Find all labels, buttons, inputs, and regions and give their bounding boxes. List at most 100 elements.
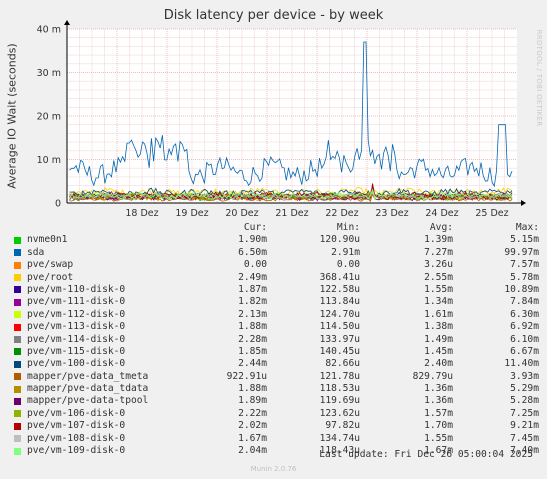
legend-max: 7.57m — [510, 259, 539, 271]
legend-max: 10.89m — [504, 283, 539, 295]
legend-cur: 2.44m — [238, 358, 267, 370]
legend-max: 99.97m — [504, 246, 539, 258]
legend-swatch — [14, 373, 21, 381]
legend-min: 119.69u — [319, 395, 360, 407]
legend-avg: 1.39m — [424, 234, 453, 246]
legend-row: pve/vm-107-disk-0 2.02m 97.82u 1.70m 9.21m — [14, 420, 539, 432]
legend-row: mapper/pve-data_tdata 1.88m 118.53u 1.36m 5.… — [14, 383, 539, 395]
legend-avg: 1.49m — [424, 333, 453, 345]
legend-swatch — [14, 410, 21, 418]
y-tick-label: 0 — [55, 199, 61, 210]
legend-series-name: pve/vm-111-disk-0 — [27, 296, 126, 308]
legend-row: mapper/pve-data_tmeta 922.91u 121.78u 829.7… — [14, 371, 539, 383]
legend-cur: 6.50m — [238, 246, 267, 258]
legend-row: nvme0n1 1.90m 120.90u 1.39m 5.15m — [14, 234, 539, 246]
y-axis-arrow — [64, 20, 70, 25]
legend-avg: 2.55m — [424, 271, 453, 283]
legend-min: 134.74u — [319, 432, 360, 444]
legend-series-name: pve/root — [27, 271, 74, 283]
last-update: Last update: Fri Dec 26 05:00:04 2025 — [319, 449, 533, 460]
legend-min: 118.53u — [319, 383, 360, 395]
legend-max: 5.78m — [510, 271, 539, 283]
legend-min: 140.45u — [319, 345, 360, 357]
legend-swatch — [14, 447, 21, 455]
legend-cur: 2.22m — [238, 407, 267, 419]
legend-row: sda 6.50m 2.91m 7.27m 99.97m — [14, 247, 539, 259]
legend-swatch — [14, 274, 21, 282]
legend-swatch — [14, 397, 21, 405]
legend-series-name: pve/vm-100-disk-0 — [27, 358, 126, 370]
legend-max: 5.15m — [510, 234, 539, 246]
legend-avg: 1.34m — [424, 296, 453, 308]
legend-series-name: pve/vm-108-disk-0 — [27, 432, 126, 444]
legend-min: 0.00 — [336, 259, 360, 271]
series-lines — [69, 41, 513, 203]
header-avg: Avg: — [429, 222, 453, 233]
legend-row: pve/root 2.49m 368.41u 2.55m 5.78m — [14, 272, 539, 284]
legend-max: 6.10m — [510, 333, 539, 345]
munin-version: Munin 2.0.76 — [250, 465, 297, 473]
legend-avg: 1.67m — [424, 445, 453, 457]
legend-series-name: pve/vm-114-disk-0 — [27, 333, 126, 345]
x-tick-label: 19 Dez — [175, 208, 208, 219]
series-line-pve-vm-109-disk-0 — [69, 188, 513, 201]
legend-max: 5.29m — [510, 383, 539, 395]
legend-max: 11.40m — [504, 358, 539, 370]
legend-swatch — [14, 422, 21, 430]
y-tick-label: 40 m — [37, 25, 61, 36]
legend-max: 9.21m — [510, 420, 539, 432]
legend-cur: 2.04m — [238, 445, 267, 457]
legend-series-name: pve/vm-113-disk-0 — [27, 321, 126, 333]
legend-row: pve/vm-108-disk-0 1.67m 134.74u 1.55m 7.45m — [14, 433, 539, 445]
legend-row: pve/vm-114-disk-0 2.28m 133.97u 1.49m 6.10m — [14, 334, 539, 346]
legend-min: 123.62u — [319, 407, 360, 419]
legend-row: pve/swap 0.00 0.00 3.26u 7.57m — [14, 259, 539, 271]
legend-swatch — [14, 236, 21, 244]
legend-row: pve/vm-106-disk-0 2.22m 123.62u 1.57m 7.25m — [14, 408, 539, 420]
legend-swatch — [14, 261, 21, 269]
chart-title: Disk latency per device - by week — [163, 8, 384, 23]
legend-min: 121.78u — [319, 370, 360, 382]
legend-swatch — [14, 336, 21, 344]
x-tick-label: 23 Dez — [375, 208, 408, 219]
legend: Cur: Min: Avg: Max: nvme0n1 1.90m 120.90u 1… — [14, 222, 539, 457]
x-axis-arrow — [521, 200, 526, 206]
legend-min: 124.70u — [319, 308, 360, 320]
legend-row: pve/vm-110-disk-0 1.87m 122.58u 1.55m 10.89m — [14, 284, 539, 296]
legend-min: 82.66u — [325, 358, 360, 370]
legend-swatch — [14, 286, 21, 294]
legend-max: 6.92m — [510, 321, 539, 333]
legend-series-name: pve/swap — [27, 259, 74, 271]
legend-min: 122.58u — [319, 283, 360, 295]
legend-swatch — [14, 323, 21, 331]
legend-avg: 1.61m — [424, 308, 453, 320]
legend-cur: 1.90m — [238, 234, 267, 246]
legend-avg: 829.79u — [412, 370, 453, 382]
legend-max: 6.30m — [510, 308, 539, 320]
legend-max: 3.93m — [510, 370, 539, 382]
legend-min: 113.84u — [319, 296, 360, 308]
legend-row: pve/vm-109-disk-0 2.04m 118.43u 1.67m 7.40m — [14, 445, 539, 457]
series-line-sda — [69, 41, 513, 188]
legend-cur: 2.28m — [238, 333, 267, 345]
axes — [64, 20, 526, 206]
legend-series-name: pve/vm-110-disk-0 — [27, 283, 126, 295]
legend-min: 114.50u — [319, 321, 360, 333]
legend-avg: 7.27m — [424, 246, 453, 258]
legend-avg: 1.36m — [424, 395, 453, 407]
legend-max: 7.84m — [510, 296, 539, 308]
legend-min: 118.43u — [319, 445, 360, 457]
legend-cur: 1.85m — [238, 345, 267, 357]
legend-max: 7.40m — [510, 445, 539, 457]
x-tick-label: 21 Dez — [275, 208, 308, 219]
legend-series-name: mapper/pve-data_tmeta — [27, 370, 149, 382]
x-tick-label: 25 Dez — [475, 208, 508, 219]
legend-row: mapper/pve-data-tpool 1.89m 119.69u 1.36m 5.… — [14, 395, 539, 407]
grid — [67, 28, 517, 203]
legend-max: 5.28m — [510, 395, 539, 407]
legend-cur: 922.91u — [226, 370, 267, 382]
x-tick-label: 22 Dez — [325, 208, 358, 219]
legend-swatch — [14, 348, 21, 356]
legend-row: pve/vm-113-disk-0 1.88m 114.50u 1.38m 6.92m — [14, 321, 539, 333]
legend-max: 7.25m — [510, 407, 539, 419]
